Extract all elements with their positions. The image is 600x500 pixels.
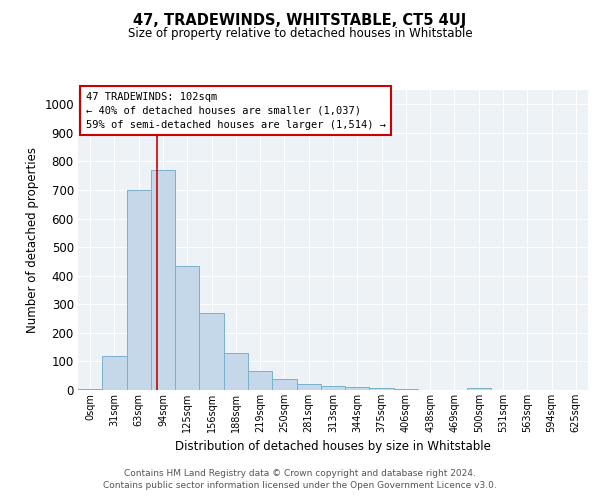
Bar: [248, 370, 272, 390]
Bar: [345, 387, 370, 390]
Bar: [199, 313, 224, 390]
Bar: [151, 170, 175, 390]
Bar: [224, 353, 248, 390]
X-axis label: Distribution of detached houses by size in Whitstable: Distribution of detached houses by size …: [175, 440, 491, 454]
Bar: [296, 384, 321, 390]
Bar: [321, 386, 345, 390]
Text: Contains HM Land Registry data © Crown copyright and database right 2024.: Contains HM Land Registry data © Crown c…: [124, 468, 476, 477]
Y-axis label: Number of detached properties: Number of detached properties: [26, 147, 38, 333]
Bar: [370, 388, 394, 390]
Bar: [272, 378, 296, 390]
Text: 47 TRADEWINDS: 102sqm
← 40% of detached houses are smaller (1,037)
59% of semi-d: 47 TRADEWINDS: 102sqm ← 40% of detached …: [86, 92, 386, 130]
Bar: [78, 388, 102, 390]
Text: Size of property relative to detached houses in Whitstable: Size of property relative to detached ho…: [128, 28, 472, 40]
Bar: [175, 266, 199, 390]
Text: Contains public sector information licensed under the Open Government Licence v3: Contains public sector information licen…: [103, 481, 497, 490]
Bar: [127, 190, 151, 390]
Bar: [102, 356, 127, 390]
Text: 47, TRADEWINDS, WHITSTABLE, CT5 4UJ: 47, TRADEWINDS, WHITSTABLE, CT5 4UJ: [133, 12, 467, 28]
Bar: [467, 388, 491, 390]
